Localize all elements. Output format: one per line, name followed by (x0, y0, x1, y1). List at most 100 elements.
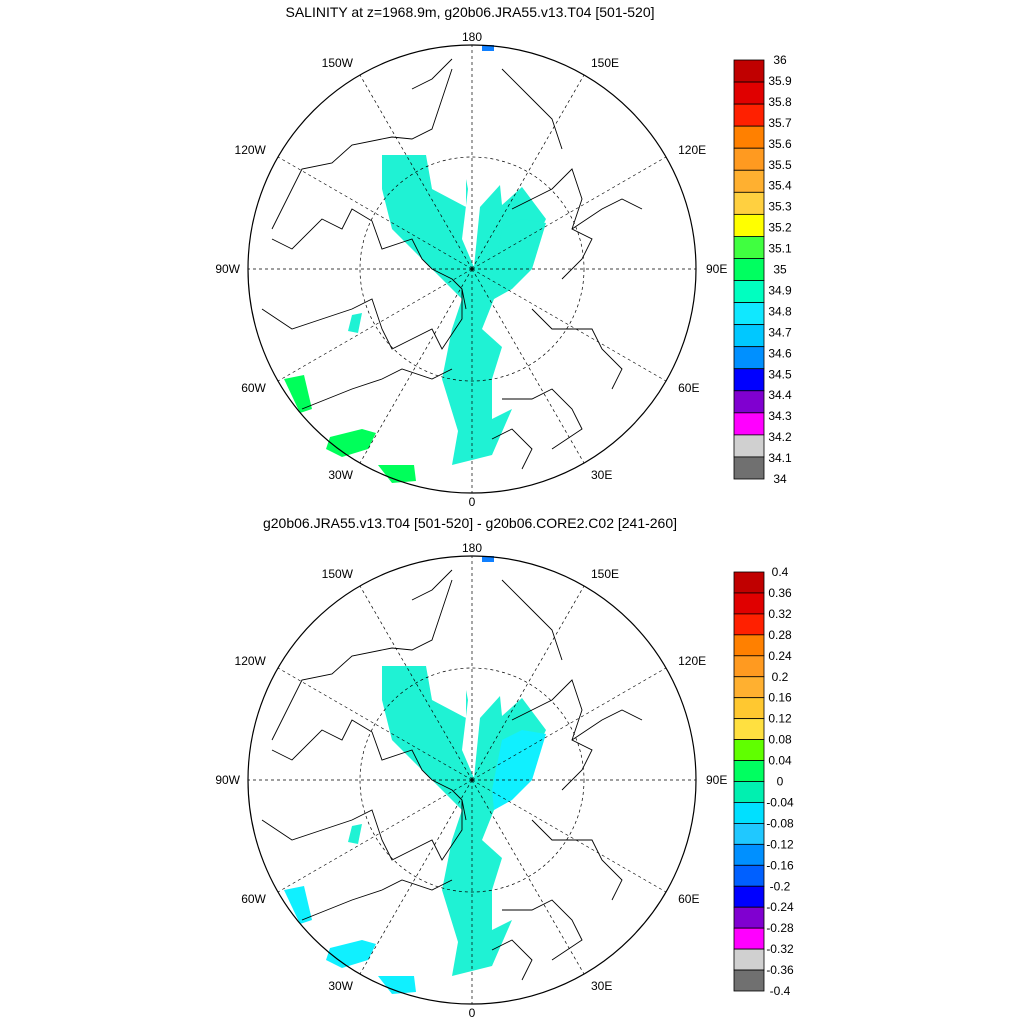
colorbar-label: 0.04 (768, 754, 792, 768)
coastline (261, 800, 463, 861)
colorbar-label: 34.9 (768, 283, 792, 297)
colorbar-swatch (733, 412, 765, 436)
colorbar-label: 34.8 (768, 304, 792, 318)
colorbar-swatch (733, 969, 765, 992)
colorbar-label: 35.8 (768, 95, 792, 109)
field-southwest (326, 940, 376, 968)
colorbar-label: 0.4 (772, 565, 789, 579)
meridian-line (277, 779, 473, 893)
panel-2-title: g20b06.JRA55.v13.T04 [501-520] - g20b06.… (262, 515, 678, 531)
lon-label-br: 30E (591, 468, 612, 482)
colorbar-swatch (733, 823, 765, 845)
colorbar-label: 35.2 (768, 221, 792, 235)
colorbar-label: 0.08 (768, 733, 792, 747)
colorbar-swatch (733, 864, 765, 887)
colorbar-swatch (733, 571, 765, 594)
colorbar-swatch (733, 434, 765, 458)
colorbar-label: 0.2 (772, 670, 789, 684)
meridian-line (359, 779, 473, 975)
colorbar-label: -0.08 (766, 816, 794, 830)
colorbar-swatch (733, 718, 765, 741)
lon-label-bl: 30W (328, 979, 353, 993)
colorbar-swatch (733, 346, 765, 370)
colorbar-label: 35.6 (768, 137, 792, 151)
colorbar-swatch (733, 676, 765, 699)
lon-label-ur: 150E (591, 56, 619, 70)
meridian-line (471, 268, 585, 464)
field-top (482, 45, 494, 51)
colorbar-swatch (733, 169, 765, 193)
lon-label-bottom: 0 (469, 1006, 476, 1020)
coastline (531, 308, 623, 390)
latitude-circle (359, 156, 585, 382)
lon-label-right: 90E (706, 262, 727, 276)
lon-label-bl: 30W (328, 468, 353, 482)
colorbar-label: 0 (777, 775, 784, 789)
field-main (382, 666, 546, 976)
colorbar-swatch (733, 655, 765, 678)
lon-label-ul: 150W (322, 56, 354, 70)
coastline (271, 68, 453, 230)
meridian-line (471, 779, 667, 893)
colorbar-swatch (733, 697, 765, 720)
colorbar-label: 34.6 (768, 346, 792, 360)
meridian-line (277, 156, 473, 270)
lon-label-ll: 60W (241, 381, 266, 395)
colorbar-swatch (733, 906, 765, 929)
coastline (411, 569, 453, 601)
field-main (382, 155, 546, 465)
colorbar-label: 34.1 (768, 451, 792, 465)
colorbar-swatch (733, 213, 765, 237)
lon-label-bottom: 0 (469, 495, 476, 509)
field-south (378, 465, 416, 483)
colorbar-label: 34.4 (768, 388, 792, 402)
lon-label-ul: 150W (322, 567, 354, 581)
colorbar-swatch (733, 191, 765, 215)
colorbar-label: -0.04 (766, 795, 794, 809)
field-south (378, 976, 416, 994)
colorbar-swatch (733, 390, 765, 414)
lon-label-left: 90W (215, 773, 240, 787)
lon-label-left: 90W (215, 262, 240, 276)
colorbar-swatch (733, 760, 765, 782)
meridian-line (471, 156, 667, 270)
lon-label-lr: 60E (678, 892, 699, 906)
colorbar-swatch (733, 802, 765, 824)
colorbar-label: 35 (773, 263, 787, 277)
colorbar-label: -0.36 (766, 963, 794, 977)
meridian-line (359, 268, 473, 464)
colorbar-label: -0.28 (766, 921, 794, 935)
colorbar-label: 34.2 (768, 430, 792, 444)
colorbar-label: 0.28 (768, 628, 792, 642)
colorbar-swatch (733, 843, 765, 866)
colorbar-label: -0.2 (770, 879, 791, 893)
coastline (491, 428, 533, 470)
meridian-line (471, 585, 585, 781)
lon-label-lr: 60E (678, 381, 699, 395)
colorbar-swatch (733, 456, 765, 480)
colorbar-swatch (733, 59, 765, 83)
meridian-line (471, 268, 667, 382)
colorbar-swatch (733, 885, 765, 908)
lon-label-ru: 120E (678, 654, 706, 668)
colorbar-swatch (733, 280, 765, 303)
colorbar-swatch (733, 125, 765, 149)
field-east (492, 219, 546, 299)
colorbar-label: 0.16 (768, 691, 792, 705)
colorbar-label: -0.16 (766, 858, 794, 872)
colorbar-swatch (733, 781, 765, 803)
colorbar-swatch (733, 927, 765, 950)
lon-label-br: 30E (591, 979, 612, 993)
colorbar-swatch (733, 236, 765, 259)
colorbar-label: 35.7 (768, 116, 792, 130)
colorbar-swatch (733, 258, 765, 281)
field-southwest (326, 429, 376, 457)
colorbar-swatch (733, 81, 765, 105)
coastline (571, 198, 643, 230)
panel-1-title: SALINITY at z=1968.9m, g20b06.JRA55.v13.… (285, 4, 655, 20)
colorbar-label: 0.12 (768, 712, 792, 726)
field-top (482, 556, 494, 562)
coastline (271, 208, 467, 310)
coastline (571, 709, 643, 741)
